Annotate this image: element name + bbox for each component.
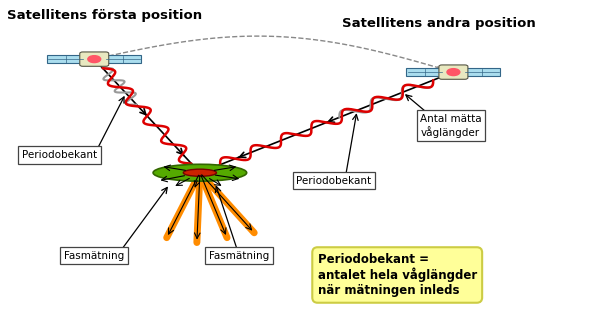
FancyBboxPatch shape (105, 55, 142, 63)
Text: Periodobekant: Periodobekant (296, 176, 371, 186)
FancyBboxPatch shape (80, 52, 109, 66)
FancyBboxPatch shape (47, 55, 84, 63)
Circle shape (447, 69, 460, 76)
Ellipse shape (153, 164, 247, 181)
Text: Satellitens första position: Satellitens första position (7, 9, 202, 22)
Circle shape (88, 56, 100, 63)
Text: Antal mätta
våglängder: Antal mätta våglängder (420, 114, 482, 138)
Text: Periodobekant =
antalet hela våglängder
när mätningen inleds: Periodobekant = antalet hela våglängder … (318, 253, 477, 297)
FancyBboxPatch shape (407, 68, 443, 76)
FancyBboxPatch shape (439, 65, 468, 79)
Text: Fasmätning: Fasmätning (64, 250, 124, 260)
FancyBboxPatch shape (463, 68, 500, 76)
Ellipse shape (183, 169, 217, 176)
Text: Periodobekant: Periodobekant (22, 150, 97, 160)
Text: Fasmätning: Fasmätning (209, 250, 269, 260)
Text: Satellitens andra position: Satellitens andra position (342, 17, 535, 30)
